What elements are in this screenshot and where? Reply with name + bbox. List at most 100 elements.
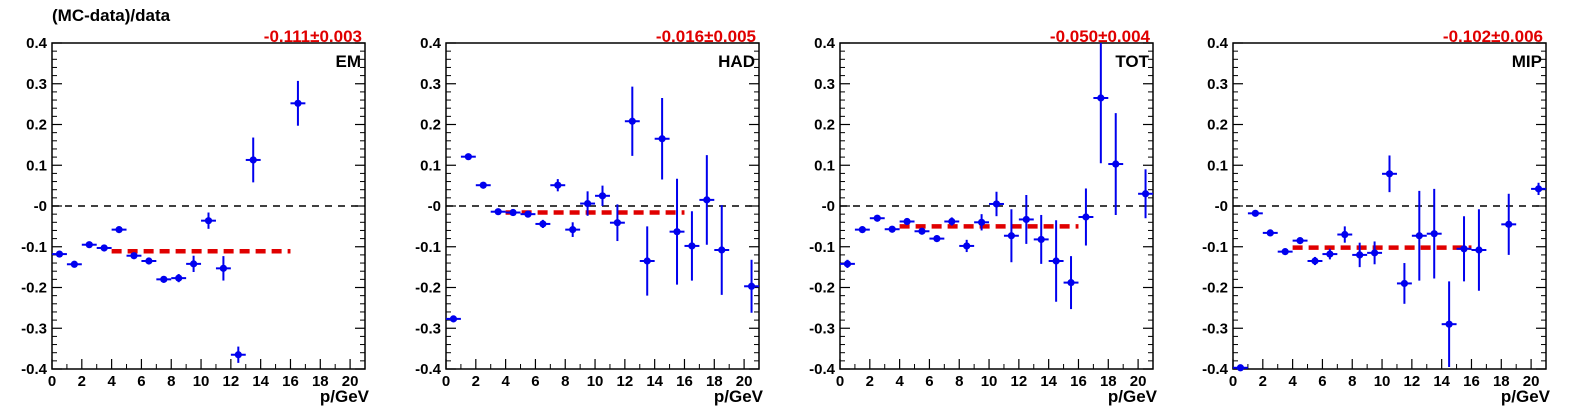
marker — [598, 192, 607, 200]
data-point — [1501, 193, 1517, 255]
data-point — [1382, 155, 1397, 193]
data-point — [1277, 248, 1293, 256]
data-point — [609, 204, 625, 242]
x-tick-label: 16 — [1070, 373, 1087, 390]
y-tick-label: -0.3 — [21, 320, 47, 337]
marker — [1281, 248, 1289, 256]
x-axis-title: p/GeV — [714, 387, 764, 406]
marker — [948, 217, 956, 226]
x-tick-label: 2 — [78, 373, 86, 390]
y-tick-label: -0.3 — [809, 320, 835, 337]
marker — [1082, 213, 1090, 221]
y-tick-label: -0.4 — [809, 361, 836, 378]
marker — [85, 241, 93, 249]
y-tick-label: 0.3 — [420, 76, 441, 93]
panel-label: EM — [336, 52, 362, 71]
y-tick-label: 0.1 — [814, 157, 835, 174]
y-axis-title: (MC-data)/data — [52, 6, 171, 25]
data-point — [654, 98, 670, 180]
data-point — [1292, 237, 1308, 245]
data-point — [1048, 220, 1064, 302]
marker — [100, 244, 108, 252]
data-point — [1531, 182, 1546, 195]
data-point — [550, 179, 566, 192]
data-point — [595, 185, 610, 206]
y-tick-label: 0.2 — [420, 117, 441, 134]
marker — [1356, 251, 1364, 259]
x-tick-label: 10 — [193, 373, 210, 390]
y-tick-label: 0.1 — [26, 157, 47, 174]
y-tick-label: 0.4 — [26, 35, 48, 52]
data-point — [884, 225, 900, 233]
marker — [628, 117, 636, 125]
data-point — [1262, 229, 1278, 237]
data-point — [854, 226, 870, 234]
marker — [992, 200, 1001, 208]
marker — [204, 217, 213, 225]
data-point — [1411, 190, 1427, 281]
marker — [1475, 246, 1483, 254]
y-tick-label: -0.1 — [1202, 239, 1228, 256]
y-tick-label: -0.4 — [415, 361, 442, 378]
x-tick-label: 18 — [1100, 373, 1117, 390]
data-point — [1396, 263, 1412, 304]
y-tick-label: 0.3 — [814, 76, 835, 93]
marker — [583, 199, 592, 208]
data-point — [744, 259, 759, 313]
marker — [888, 225, 896, 233]
data-point — [1018, 194, 1034, 244]
marker — [1326, 250, 1334, 258]
marker — [189, 260, 198, 268]
data-point — [1307, 256, 1323, 266]
data-point — [230, 346, 246, 363]
y-tick-label: -0.1 — [415, 239, 441, 256]
marker — [963, 242, 971, 250]
data-point — [1108, 113, 1124, 215]
y-tick-label: 0.2 — [814, 117, 835, 134]
x-tick-label: 12 — [617, 373, 634, 390]
marker — [1341, 230, 1349, 239]
data-point — [1471, 209, 1487, 291]
data-point — [914, 227, 930, 235]
y-tick-label: -0 — [822, 198, 835, 215]
y-tick-label: -0.4 — [21, 361, 48, 378]
marker — [115, 226, 123, 234]
x-tick-label: 6 — [137, 373, 145, 390]
data-point — [1003, 209, 1019, 263]
data-point — [869, 214, 885, 222]
chart-panel-em: -0.4 -0.3 -0.2 -0.1 -0 0.1 0.2 0.3 0.4 0 2 4 6 8 10 12 1… — [21, 27, 370, 406]
data-point — [1352, 242, 1368, 268]
data-point — [959, 239, 975, 253]
marker — [1311, 257, 1319, 265]
marker — [249, 156, 257, 164]
marker — [1037, 235, 1045, 244]
marker — [1022, 215, 1030, 224]
x-tick-label: 2 — [472, 373, 480, 390]
y-tick-label: 0.2 — [26, 117, 47, 134]
x-axis-title: p/GeV — [1501, 387, 1551, 406]
x-tick-label: 4 — [1288, 373, 1297, 390]
y-tick-label: -0.4 — [1202, 361, 1229, 378]
data-point — [171, 274, 187, 283]
marker — [1251, 209, 1259, 217]
x-tick-label: 10 — [1374, 373, 1391, 390]
data-point — [639, 226, 655, 296]
marker — [1400, 279, 1409, 288]
data-point — [580, 191, 596, 216]
data-point — [1367, 241, 1383, 265]
marker — [1370, 249, 1379, 257]
chart-panel-tot: -0.4 -0.3 -0.2 -0.1 -0 0.1 0.2 0.3 0.4 0 2 4 6 8 10 12 1… — [809, 27, 1158, 406]
y-tick-label: 0.3 — [26, 76, 47, 93]
x-tick-label: 12 — [223, 373, 240, 390]
x-tick-label: 6 — [531, 373, 539, 390]
marker — [554, 181, 562, 189]
data-point — [96, 244, 112, 252]
x-axis-title: p/GeV — [1108, 387, 1158, 406]
x-tick-label: 4 — [107, 373, 116, 390]
marker — [509, 208, 517, 217]
chart-panel-mip: -0.4 -0.3 -0.2 -0.1 -0 0.1 0.2 0.3 0.4 0 2 4 6 8 10 12 1… — [1202, 27, 1551, 406]
data-point — [989, 191, 1004, 217]
data-point — [156, 275, 172, 283]
y-tick-label: 0.2 — [1207, 117, 1228, 134]
